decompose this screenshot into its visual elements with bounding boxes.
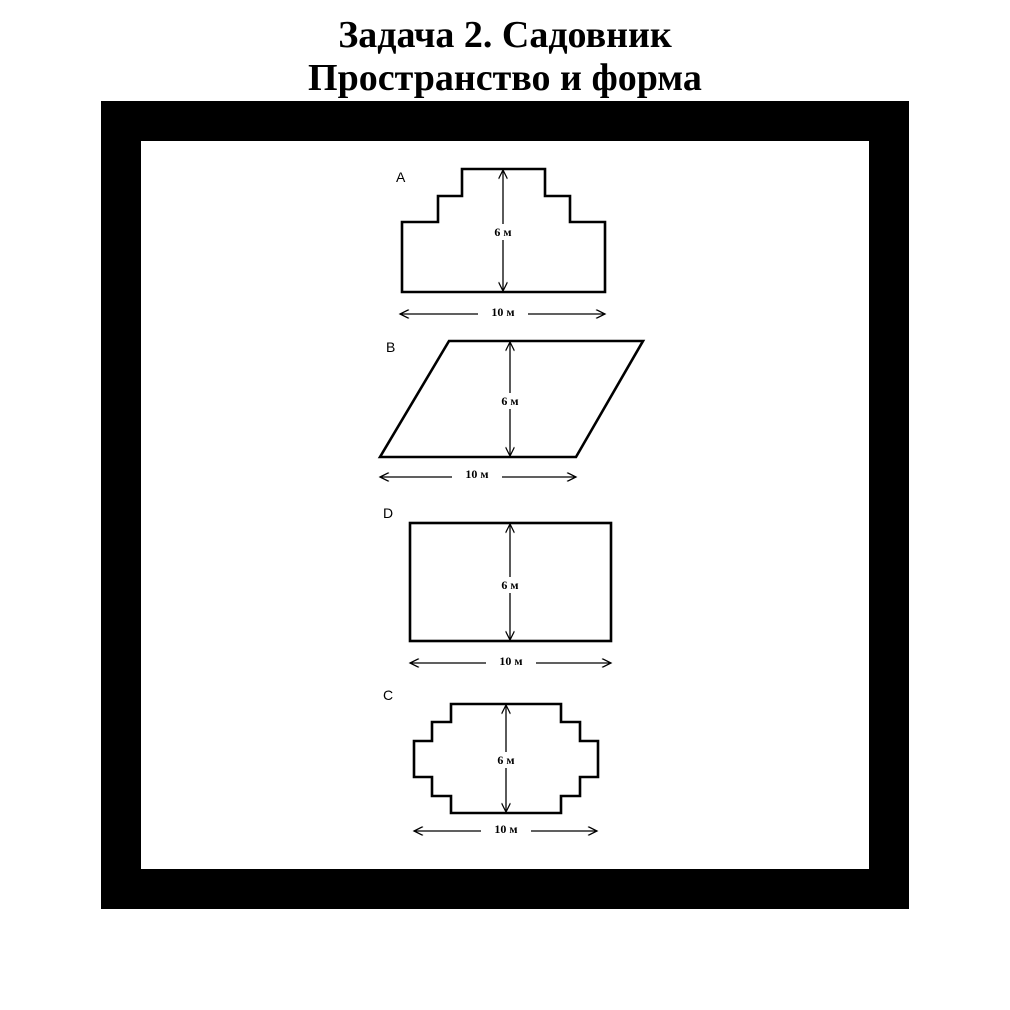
figure-a: A 6 м 10 м bbox=[396, 167, 607, 321]
figure-c-width-label-bg bbox=[481, 821, 531, 837]
page-title-line-1: Задача 2. Садовник bbox=[338, 14, 672, 56]
figure-a-outline bbox=[400, 167, 607, 294]
figure-c: C 6 м 10 м bbox=[383, 687, 600, 837]
figure-d-height-label-bg bbox=[495, 577, 525, 593]
figure-c-letter: C bbox=[383, 687, 393, 703]
figure-b-height-label: 6 м bbox=[501, 394, 518, 408]
figure-b-letter: B bbox=[386, 339, 395, 355]
figure-c-height-label-bg bbox=[491, 752, 521, 768]
figure-c-height-label: 6 м bbox=[497, 753, 514, 767]
figure-a-letter: A bbox=[396, 169, 406, 185]
figure-a-height-label-bg bbox=[488, 224, 518, 240]
figure-a-width-label-bg bbox=[478, 305, 528, 321]
figure-d: D 6 м 10 м bbox=[383, 505, 611, 669]
figure-c-width-label: 10 м bbox=[494, 822, 517, 836]
figure-d-width-label: 10 м bbox=[499, 654, 522, 668]
figure-c-outline bbox=[412, 702, 600, 815]
figure-d-letter: D bbox=[383, 505, 393, 521]
page-title-line-2: Пространство и форма bbox=[308, 57, 702, 99]
figure-a-height-label: 6 м bbox=[494, 225, 511, 239]
figure-b-width-label: 10 м bbox=[465, 467, 488, 481]
figure-d-width-label-bg bbox=[486, 653, 536, 669]
figure-b: B 6 м 10 м bbox=[377, 339, 646, 483]
figure-b-height-label-bg bbox=[495, 393, 525, 409]
figure-d-height-label: 6 м bbox=[501, 578, 518, 592]
figure-b-width-label-bg bbox=[452, 467, 502, 483]
figure-a-width-label: 10 м bbox=[491, 305, 514, 319]
